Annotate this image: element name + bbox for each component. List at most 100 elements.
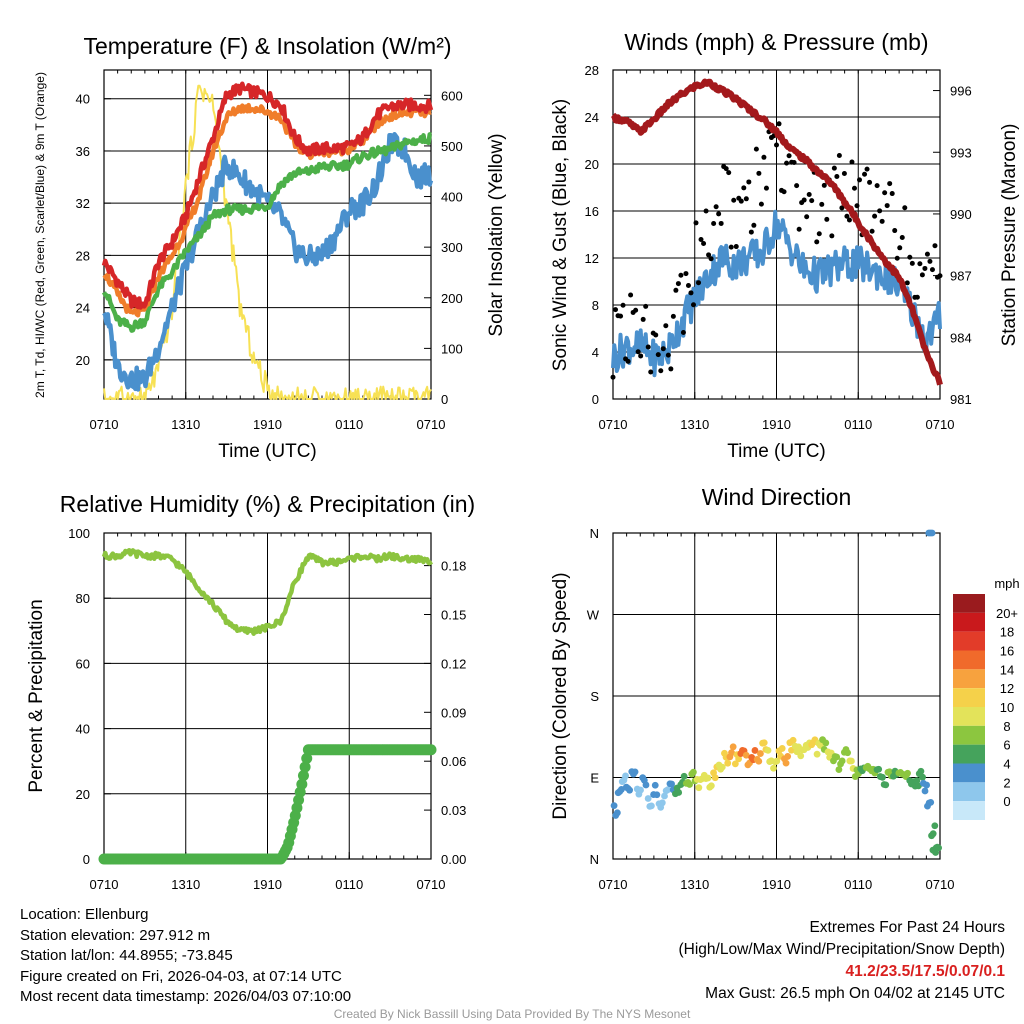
direction-point	[664, 786, 672, 794]
x-tick-label: 0710	[599, 417, 628, 432]
series-precipitation	[98, 744, 437, 865]
y-tick-label: 20	[76, 353, 90, 368]
direction-point	[833, 753, 841, 761]
x-tick-label: 0710	[417, 417, 446, 432]
gust-point	[841, 171, 847, 177]
gust-point	[731, 197, 737, 203]
gust-point	[814, 239, 820, 245]
y-tick-label: 0	[592, 392, 599, 407]
y-tick-label: S	[590, 689, 599, 704]
y2-tick-label: 500	[441, 139, 463, 154]
gust-point	[914, 294, 920, 300]
gust-point	[675, 281, 681, 287]
direction-point	[731, 760, 739, 768]
direction-point	[711, 774, 719, 782]
location-text: Location: Ellenburg	[20, 906, 149, 923]
x-tick-label: 1310	[680, 417, 709, 432]
y2-axis-title: Station Pressure (Maroon)	[999, 124, 1020, 347]
y-tick-label: W	[587, 608, 600, 623]
y-tick-label: 28	[585, 63, 599, 78]
y2-tick-label: 0.09	[441, 705, 466, 720]
direction-point	[724, 759, 732, 767]
gust-point	[628, 292, 634, 298]
direction-point	[928, 529, 936, 537]
gust-point	[899, 235, 905, 241]
y-tick-label: 16	[585, 204, 599, 219]
precip-point	[296, 778, 308, 790]
colorbar-title: mph	[994, 576, 1019, 591]
gust-point	[846, 217, 852, 223]
gust-point	[673, 287, 679, 293]
gust-point	[610, 374, 616, 380]
x-tick-label: 1910	[762, 417, 791, 432]
colorbar-swatch	[953, 725, 985, 745]
y2-tick-label: 0	[441, 392, 448, 407]
x-tick-label: 0710	[926, 417, 955, 432]
gust-point	[698, 237, 704, 243]
gust-point	[794, 183, 800, 189]
gust-point	[696, 280, 702, 286]
gust-point	[665, 352, 671, 358]
direction-point	[622, 772, 629, 780]
colorbar-label: 8	[1003, 719, 1010, 734]
y2-tick-label: 100	[441, 341, 463, 356]
series-line-9m-temperature	[102, 102, 432, 318]
gust-point	[685, 283, 691, 289]
colorbar-label: 20+	[996, 606, 1018, 621]
created-text: Figure created on Fri, 2026-04-03, at 07…	[20, 967, 342, 985]
gust-point	[816, 231, 822, 237]
direction-point	[921, 787, 929, 795]
x-axis-title: Time (UTC)	[218, 441, 317, 462]
y-tick-label: E	[590, 771, 599, 786]
direction-point	[882, 781, 890, 789]
direction-point	[668, 780, 675, 788]
x-tick-label: 0110	[335, 877, 363, 892]
gust-point	[877, 208, 883, 214]
y-tick-label: 32	[76, 196, 90, 211]
gust-point	[821, 182, 827, 188]
gust-point	[867, 179, 873, 185]
x-tick-label: 1310	[680, 877, 709, 892]
gust-point	[668, 366, 674, 372]
direction-point	[718, 763, 726, 771]
y2-tick-label: 987	[950, 269, 972, 284]
direction-point	[631, 768, 639, 776]
colorbar-swatch	[953, 801, 985, 820]
direction-point	[923, 781, 931, 789]
gust-point	[655, 352, 661, 358]
gust-point	[927, 258, 933, 264]
gust-point	[645, 344, 651, 350]
gust-point	[635, 349, 641, 355]
y-tick-label: 60	[76, 656, 90, 671]
direction-point	[782, 759, 790, 767]
direction-point	[822, 739, 830, 747]
colorbar-label: 18	[1000, 625, 1014, 640]
gust-point	[806, 192, 812, 198]
gust-point	[917, 261, 923, 267]
precip-point	[425, 744, 437, 756]
gust-point	[738, 198, 744, 204]
gust-point	[801, 197, 807, 203]
colorbar-swatch	[953, 707, 985, 726]
gust-point	[620, 302, 626, 308]
direction-points	[610, 529, 943, 856]
gust-point	[819, 201, 825, 207]
gust-point	[786, 153, 792, 159]
gust-point	[774, 142, 779, 148]
extremes-info: Extremes For Past 24 Hours (High/Low/Max…	[679, 917, 1006, 1005]
direction-point	[661, 792, 668, 800]
panel-title: Relative Humidity (%) & Precipitation (i…	[60, 491, 475, 517]
direction-point	[626, 786, 634, 794]
gust-point	[733, 244, 739, 250]
y-axis-title: Sonic Wind & Gust (Blue, Black)	[550, 99, 571, 371]
direction-point	[707, 782, 715, 790]
gust-point	[633, 307, 639, 313]
direction-point	[931, 822, 939, 830]
gust-point	[907, 254, 913, 260]
direction-point	[704, 774, 712, 782]
direction-point	[844, 749, 852, 757]
gust-point	[836, 153, 842, 159]
gust-point	[663, 323, 669, 329]
gust-point	[640, 316, 646, 322]
gust-point	[751, 222, 757, 228]
